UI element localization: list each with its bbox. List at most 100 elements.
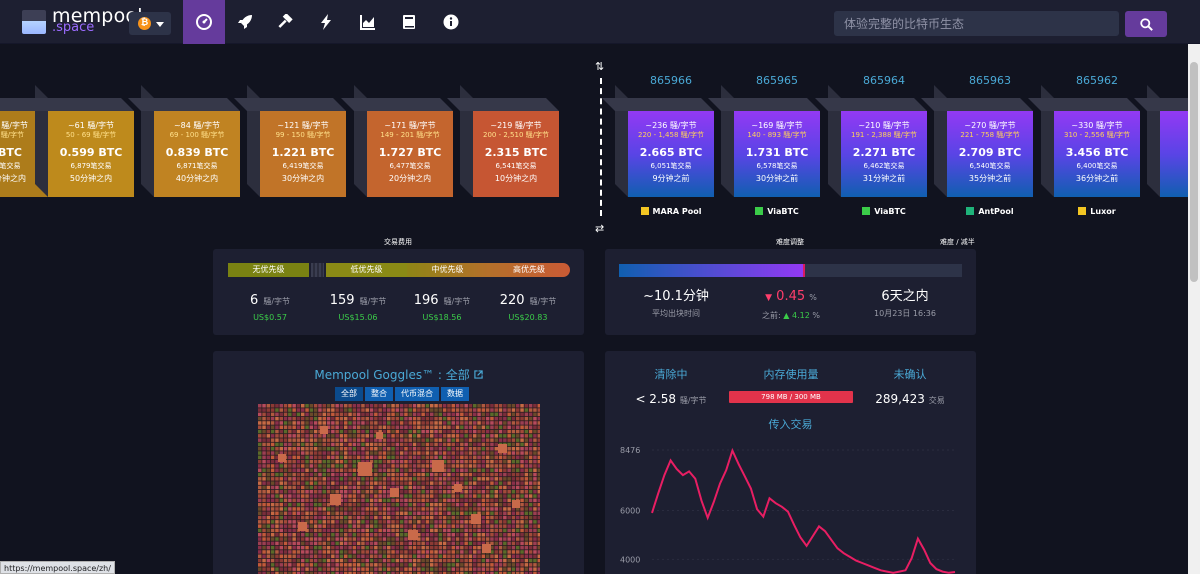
tx-square[interactable] — [438, 520, 443, 524]
tx-square[interactable] — [395, 550, 400, 554]
tx-square[interactable] — [498, 404, 503, 408]
tx-square[interactable] — [395, 558, 400, 563]
tx-square[interactable] — [442, 558, 447, 563]
tx-square[interactable] — [507, 528, 511, 533]
tx-square[interactable] — [412, 485, 417, 490]
tx-square[interactable] — [288, 455, 292, 460]
tx-square[interactable] — [301, 490, 305, 494]
tx-square[interactable] — [399, 511, 404, 516]
tx-square[interactable] — [451, 507, 456, 511]
tx-square[interactable] — [288, 412, 292, 417]
tx-square[interactable] — [339, 511, 344, 516]
tx-square[interactable] — [387, 459, 391, 464]
tx-square[interactable] — [528, 498, 533, 503]
tx-square[interactable] — [434, 477, 438, 481]
tx-square[interactable] — [511, 425, 516, 430]
tx-square[interactable] — [516, 485, 520, 490]
tx-square[interactable] — [408, 545, 413, 550]
tx-square[interactable] — [352, 567, 357, 571]
tx-square[interactable] — [309, 524, 314, 528]
tx-square[interactable] — [361, 451, 365, 455]
tx-square[interactable] — [408, 481, 413, 485]
tx-square[interactable] — [292, 412, 296, 417]
search-input[interactable] — [834, 11, 1119, 36]
tx-square[interactable] — [524, 447, 529, 451]
tx-square[interactable] — [258, 567, 262, 571]
tx-square[interactable] — [356, 447, 361, 451]
tx-square[interactable] — [344, 485, 348, 490]
tx-square[interactable] — [464, 485, 468, 490]
tx-square[interactable] — [318, 412, 322, 417]
tx-square[interactable] — [404, 528, 408, 533]
tx-square[interactable] — [301, 485, 305, 490]
tx-square[interactable] — [313, 563, 318, 567]
tx-square[interactable] — [524, 442, 529, 447]
tx-square[interactable] — [524, 438, 529, 442]
tx-square[interactable] — [434, 528, 438, 533]
tx-square[interactable] — [301, 481, 305, 485]
tx-square[interactable] — [326, 537, 331, 541]
tx-square[interactable] — [318, 524, 322, 528]
tx-square[interactable] — [520, 498, 524, 503]
tx-square[interactable] — [434, 455, 438, 460]
tx-square[interactable] — [494, 464, 499, 468]
tx-square[interactable] — [270, 468, 275, 473]
tx-square[interactable] — [404, 533, 408, 537]
tx-square[interactable] — [520, 459, 524, 464]
tx-square[interactable] — [382, 524, 387, 528]
tx-square[interactable] — [494, 434, 499, 438]
tx-square[interactable] — [438, 412, 443, 417]
tx-square[interactable] — [399, 490, 404, 494]
tx-square[interactable] — [305, 447, 309, 451]
tx-square[interactable] — [313, 524, 318, 528]
tx-square[interactable] — [305, 442, 309, 447]
tx-square[interactable] — [378, 533, 382, 537]
tx-square[interactable] — [279, 554, 284, 559]
tx-square[interactable] — [473, 485, 477, 490]
tx-square[interactable] — [511, 455, 516, 460]
tx-square[interactable] — [352, 421, 357, 425]
tx-square[interactable] — [503, 533, 507, 537]
tx-square[interactable] — [421, 524, 425, 528]
tx-square[interactable] — [326, 511, 331, 516]
tx-square[interactable] — [318, 485, 322, 490]
tx-square[interactable] — [434, 567, 438, 571]
tx-square[interactable] — [468, 558, 473, 563]
tx-square[interactable] — [378, 494, 382, 498]
tx-square[interactable] — [348, 502, 352, 507]
tx-square[interactable] — [490, 524, 494, 528]
tx-square[interactable] — [331, 464, 335, 468]
tx-square[interactable] — [434, 520, 438, 524]
tx-square[interactable] — [387, 533, 391, 537]
mined-block[interactable]: ~236 騒/字节 220 - 1,458 騒/字节 2.665 BTC 6,051笔… — [602, 85, 714, 197]
tx-square[interactable] — [498, 533, 503, 537]
tx-square[interactable] — [533, 545, 537, 550]
tx-square[interactable] — [490, 447, 494, 451]
tx-square[interactable] — [533, 459, 537, 464]
tx-square[interactable] — [365, 412, 370, 417]
tx-square[interactable] — [498, 468, 503, 473]
tx-square[interactable] — [283, 515, 288, 520]
tx-square[interactable] — [301, 571, 305, 574]
tx-square[interactable] — [361, 477, 365, 481]
tx-square[interactable] — [430, 545, 434, 550]
tx-square[interactable] — [485, 571, 490, 574]
tx-square-large[interactable] — [454, 484, 462, 492]
tx-square[interactable] — [520, 563, 524, 567]
goggles-tab-data[interactable]: 数据 — [441, 387, 469, 401]
tx-square[interactable] — [335, 429, 339, 434]
tx-square[interactable] — [348, 412, 352, 417]
tx-square[interactable] — [412, 464, 417, 468]
tx-square[interactable] — [262, 408, 266, 412]
tx-square[interactable] — [382, 412, 387, 417]
tx-square[interactable] — [348, 429, 352, 434]
tx-square[interactable] — [417, 451, 421, 455]
tx-square[interactable] — [438, 451, 443, 455]
tx-square[interactable] — [481, 447, 486, 451]
tx-square[interactable] — [473, 490, 477, 494]
tx-square[interactable] — [395, 429, 400, 434]
tx-square[interactable] — [301, 515, 305, 520]
tx-square[interactable] — [283, 451, 288, 455]
tx-square[interactable] — [356, 455, 361, 460]
tx-square[interactable] — [313, 481, 318, 485]
